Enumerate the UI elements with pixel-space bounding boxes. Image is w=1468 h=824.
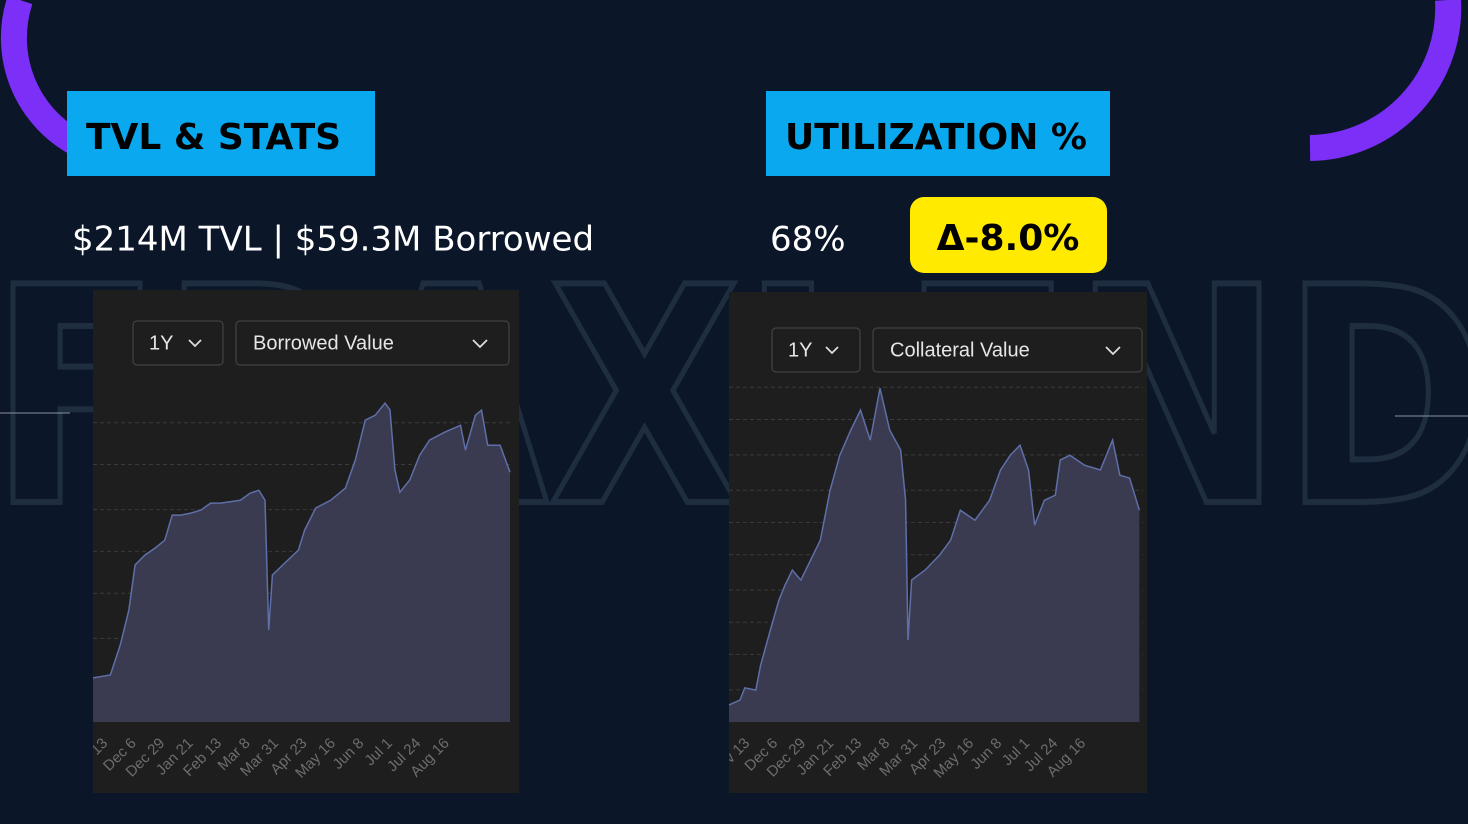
heading-box xyxy=(67,91,375,176)
chevron xyxy=(1105,346,1121,356)
heading: UTILIZATION % xyxy=(785,117,1087,158)
area-line xyxy=(93,401,511,679)
range-dropdown[interactable] xyxy=(132,320,224,366)
corner-arc xyxy=(0,0,87,157)
metric-label: Borrowed Value xyxy=(253,332,394,354)
range-dropdown[interactable] xyxy=(771,327,861,373)
stat: 68% xyxy=(770,220,846,260)
range-label: 1Y xyxy=(149,332,173,354)
badge-text: Δ-8.0% xyxy=(937,218,1080,259)
chevron xyxy=(825,346,839,355)
area-line xyxy=(729,388,1141,706)
chevron xyxy=(472,339,488,349)
metric-dropdown[interactable] xyxy=(235,320,510,366)
heading-box xyxy=(766,91,1110,176)
badge xyxy=(910,197,1107,273)
chevron xyxy=(188,339,202,348)
heading: TVL & STATS xyxy=(86,117,341,158)
stat: $214M TVL | $59.3M Borrowed xyxy=(72,220,594,260)
metric-dropdown[interactable] xyxy=(872,327,1143,373)
area-fill xyxy=(93,403,510,722)
corner-arc xyxy=(1309,0,1462,161)
area-fill xyxy=(729,388,1140,722)
range-label: 1Y xyxy=(788,339,812,361)
metric-label: Collateral Value xyxy=(890,339,1030,361)
